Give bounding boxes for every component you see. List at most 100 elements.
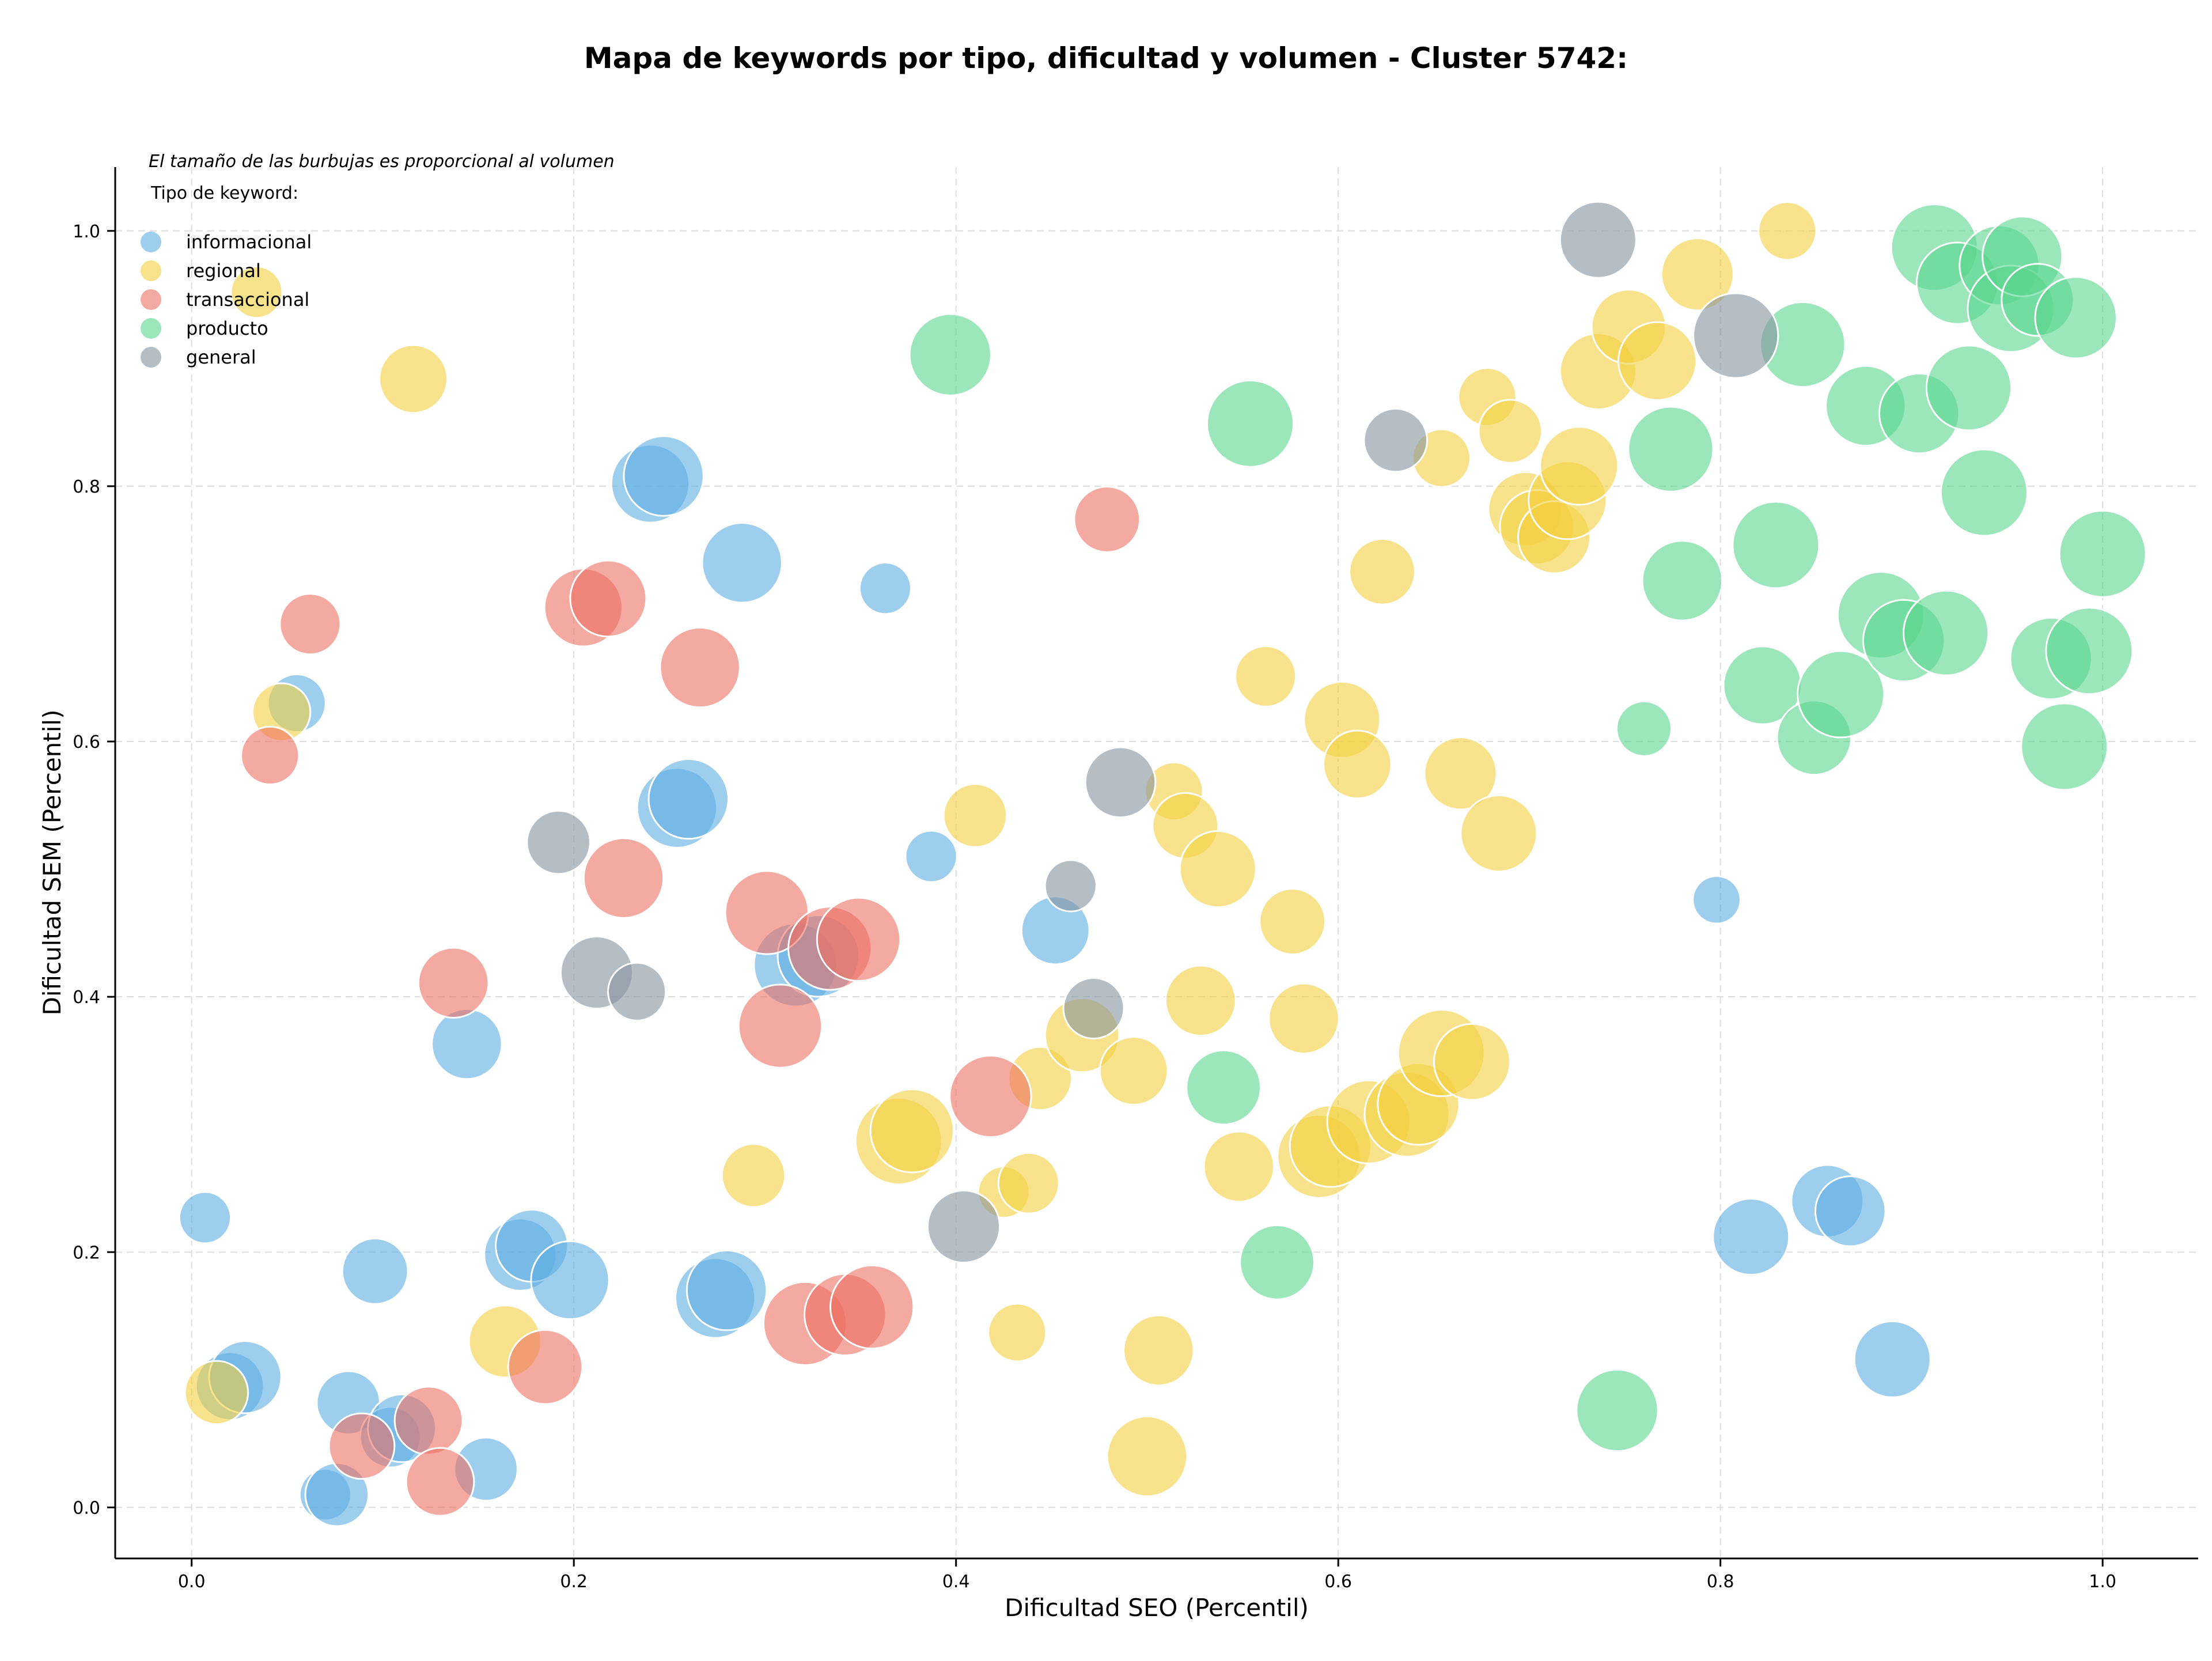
x-axis-label: Dificultad SEO (Percentil) [1005, 1594, 1309, 1622]
chart-title: Mapa de keywords por tipo, dificultad y … [584, 41, 1628, 75]
bubble-informacional [623, 435, 704, 517]
bubble-regional [1268, 982, 1340, 1055]
legend-label-producto: producto [186, 317, 268, 339]
bubble-general [1692, 292, 1779, 379]
bubble-regional [230, 266, 283, 319]
bubble-general [1559, 200, 1637, 279]
bubble-producto [1615, 700, 1672, 757]
bubble-transaccional [328, 1412, 396, 1480]
y-tick-label: 0.8 [73, 477, 100, 497]
bubble-informacional [685, 1250, 768, 1331]
bubble-general [1363, 407, 1428, 473]
series-transaccional [240, 486, 1141, 1517]
y-tick-label: 0.2 [73, 1243, 100, 1263]
bubble-regional [1123, 1314, 1195, 1387]
bubble-regional [1433, 1023, 1511, 1101]
bubble-regional [1539, 426, 1619, 506]
bubble-transaccional [830, 1264, 915, 1350]
bubble-transaccional [240, 725, 300, 786]
legend-marker-transaccional [141, 289, 161, 310]
bubble-informacional [701, 522, 783, 604]
x-tick-label: 0.0 [178, 1572, 206, 1592]
legend-marker-producto [141, 318, 161, 339]
bubble-regional [184, 1360, 249, 1425]
bubble-regional [1106, 1416, 1188, 1497]
y-axis-label: Dificultad SEM (Percentil) [38, 710, 66, 1016]
bubble-regional [1758, 201, 1817, 261]
bubble-informacional [1814, 1175, 1887, 1247]
legend-label-regional: regional [186, 260, 261, 282]
bubble-transaccional [816, 896, 902, 982]
legend-items: informacional regional transaccional produc… [141, 231, 312, 368]
legend-label-transaccional: transaccional [186, 289, 309, 311]
legend-title: Tipo de keyword: [150, 183, 298, 203]
bubble-informacional [431, 1008, 503, 1080]
y-tick-label: 0.6 [73, 732, 100, 752]
bubble-informacional [530, 1240, 610, 1321]
bubble-producto [2020, 702, 2109, 791]
bubble-producto [1627, 406, 1714, 493]
bubble-general [1084, 746, 1157, 819]
series-general [526, 200, 1779, 1264]
bubble-transaccional [1073, 486, 1141, 553]
axes [114, 167, 2198, 1560]
bubble-regional [1099, 1036, 1169, 1106]
bubble-regional [1259, 888, 1326, 955]
bubble-regional [869, 1088, 955, 1174]
bubble-regional [1165, 964, 1237, 1037]
bubble-regional [378, 344, 448, 414]
bubble-regional [997, 1152, 1060, 1214]
bubble-general [526, 809, 591, 875]
bubble-regional [1234, 645, 1297, 708]
bubble-transaccional [417, 947, 490, 1019]
bubble-producto [2034, 276, 2118, 360]
bubble-producto [1206, 379, 1295, 468]
bubble-transaccional [279, 593, 342, 656]
legend-label-informacional: informacional [186, 231, 312, 253]
x-tick-label: 0.8 [1707, 1572, 1734, 1592]
bubble-informacional [1853, 1320, 1931, 1398]
bubble-producto [2045, 607, 2134, 695]
y-tick-label: 0.4 [73, 987, 100, 1008]
bubble-informacional [178, 1191, 232, 1244]
bubble-producto [1185, 1049, 1262, 1126]
x-tick-label: 0.6 [1324, 1572, 1352, 1592]
legend-label-general: general [186, 346, 256, 368]
bubble-transaccional [659, 626, 741, 709]
bubble-transaccional [582, 837, 665, 919]
ticks: 0.0 0.2 0.4 0.6 0.8 1.0 0.0 0.2 0.4 0.6 0.8 1.0 [73, 222, 2116, 1592]
bubble-regional [987, 1303, 1047, 1363]
bubble-informacional [341, 1238, 409, 1305]
bubble-transaccional [949, 1054, 1032, 1138]
x-tick-label: 0.4 [942, 1572, 970, 1592]
bubble-producto [1575, 1368, 1659, 1452]
bubble-transaccional [393, 1386, 464, 1456]
bubble-regional [942, 783, 1008, 848]
bubble-informacional [1692, 875, 1741, 925]
legend-marker-regional [141, 260, 161, 281]
series-producto [908, 203, 2147, 1452]
bubble-regional [1460, 794, 1538, 873]
bubble-producto [1797, 650, 1885, 739]
bubbles [178, 200, 2147, 1527]
bubble-general [607, 962, 667, 1021]
bubble-regional [1423, 736, 1498, 811]
y-tick-label: 1.0 [73, 222, 100, 242]
bubble-transaccional [507, 1329, 584, 1405]
x-tick-label: 0.2 [560, 1572, 588, 1592]
bubble-producto [908, 313, 992, 396]
bubble-regional [1660, 237, 1734, 312]
bubble-informacional [1712, 1198, 1790, 1276]
bubble-general [1062, 977, 1125, 1040]
bubble-informacional [904, 830, 958, 883]
bubble-producto [1940, 448, 2028, 537]
bubble-transaccional [737, 983, 823, 1069]
bubble-producto [2058, 509, 2147, 598]
bubble-regional [1322, 729, 1392, 800]
bubble-regional [1349, 538, 1416, 606]
bubble-general [1044, 859, 1097, 913]
bubble-producto [1925, 345, 2013, 432]
bubble-producto [1732, 501, 1820, 589]
